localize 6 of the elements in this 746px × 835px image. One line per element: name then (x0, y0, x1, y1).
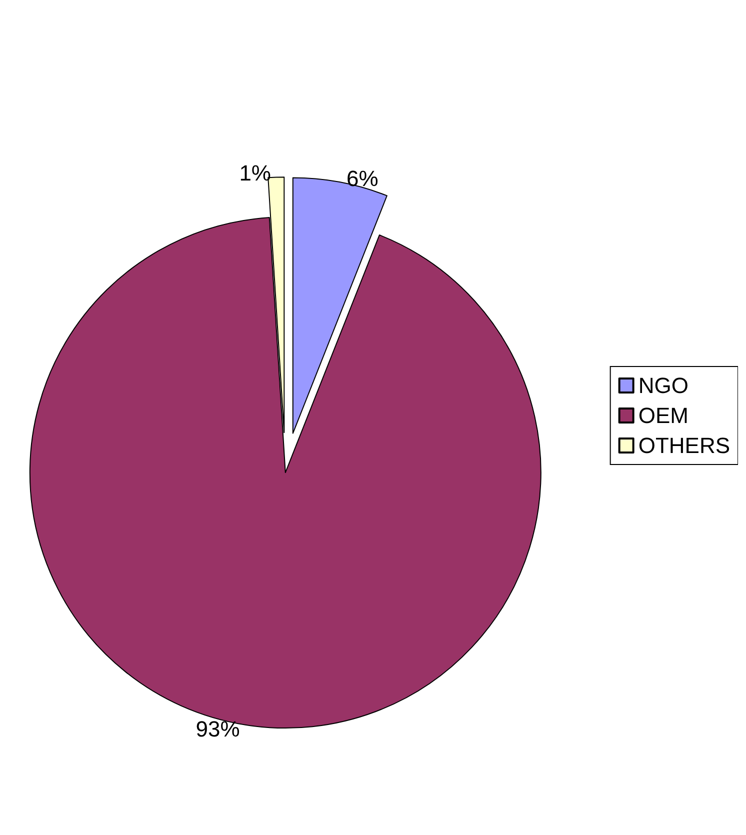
legend-label: OEM (638, 403, 688, 428)
data-label: 93% (196, 716, 240, 742)
legend-label: OTHERS (638, 433, 730, 458)
data-label: 6% (346, 166, 378, 191)
legend-label: NGO (638, 373, 688, 398)
data-label: 1% (239, 160, 271, 186)
